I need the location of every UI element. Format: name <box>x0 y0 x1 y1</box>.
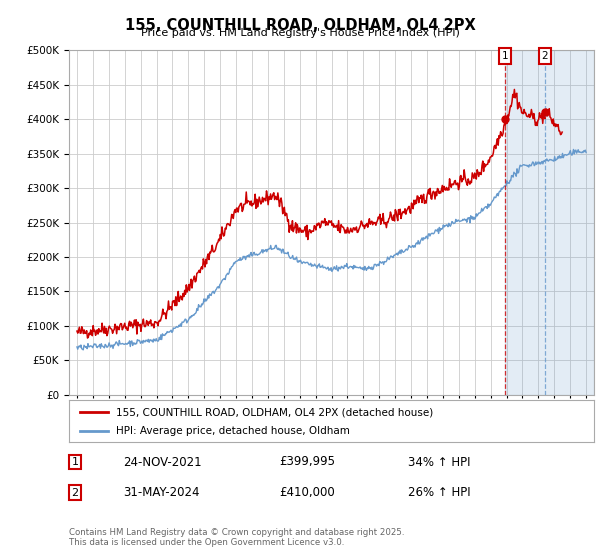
Text: 155, COUNTHILL ROAD, OLDHAM, OL4 2PX: 155, COUNTHILL ROAD, OLDHAM, OL4 2PX <box>125 18 475 33</box>
Text: 2: 2 <box>542 51 548 61</box>
Text: 34% ↑ HPI: 34% ↑ HPI <box>408 455 470 469</box>
Text: 1: 1 <box>502 51 508 61</box>
Text: 1: 1 <box>71 457 79 467</box>
Text: 24-NOV-2021: 24-NOV-2021 <box>123 455 202 469</box>
Text: Contains HM Land Registry data © Crown copyright and database right 2025.
This d: Contains HM Land Registry data © Crown c… <box>69 528 404 547</box>
Text: £410,000: £410,000 <box>279 486 335 500</box>
Text: 31-MAY-2024: 31-MAY-2024 <box>123 486 199 500</box>
Text: Price paid vs. HM Land Registry's House Price Index (HPI): Price paid vs. HM Land Registry's House … <box>140 28 460 38</box>
Text: 2: 2 <box>71 488 79 498</box>
Text: £399,995: £399,995 <box>279 455 335 469</box>
Text: 155, COUNTHILL ROAD, OLDHAM, OL4 2PX (detached house): 155, COUNTHILL ROAD, OLDHAM, OL4 2PX (de… <box>116 407 433 417</box>
Bar <box>505 50 594 395</box>
Text: HPI: Average price, detached house, Oldham: HPI: Average price, detached house, Oldh… <box>116 426 350 436</box>
Text: 26% ↑ HPI: 26% ↑ HPI <box>408 486 470 500</box>
